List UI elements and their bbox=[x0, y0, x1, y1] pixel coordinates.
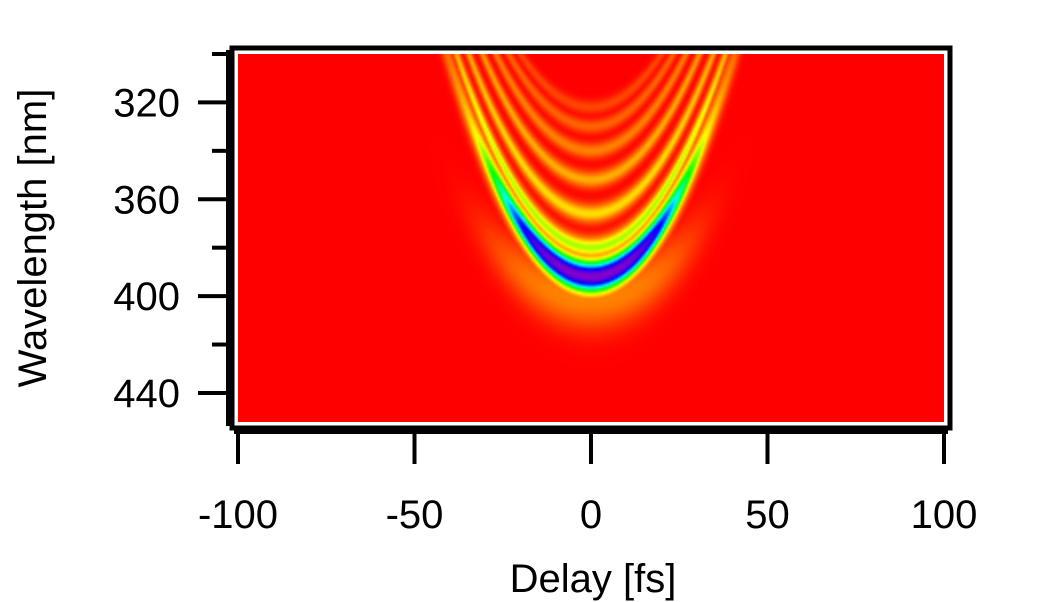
x-axis-title: Delay [fs] bbox=[510, 557, 677, 601]
y-axis: 320 360 400 440 bbox=[113, 50, 230, 426]
x-axis: -100 -50 0 50 100 bbox=[198, 430, 978, 537]
y-tick-label: 440 bbox=[113, 372, 180, 416]
y-axis-title: Wavelength [nm] bbox=[11, 89, 55, 388]
x-tick-label: -100 bbox=[198, 493, 278, 537]
x-tick-label: 50 bbox=[745, 493, 790, 537]
x-tick-label: 0 bbox=[580, 493, 602, 537]
x-tick-label: -50 bbox=[386, 493, 444, 537]
x-tick-label: 100 bbox=[911, 493, 978, 537]
heatmap-image bbox=[238, 54, 944, 422]
y-tick-label: 400 bbox=[113, 275, 180, 319]
plot-frame bbox=[229, 45, 953, 431]
y-tick-label: 360 bbox=[113, 178, 180, 222]
plot-area bbox=[229, 45, 953, 431]
plot-inner-border bbox=[234, 50, 948, 426]
y-tick-label: 320 bbox=[113, 81, 180, 125]
